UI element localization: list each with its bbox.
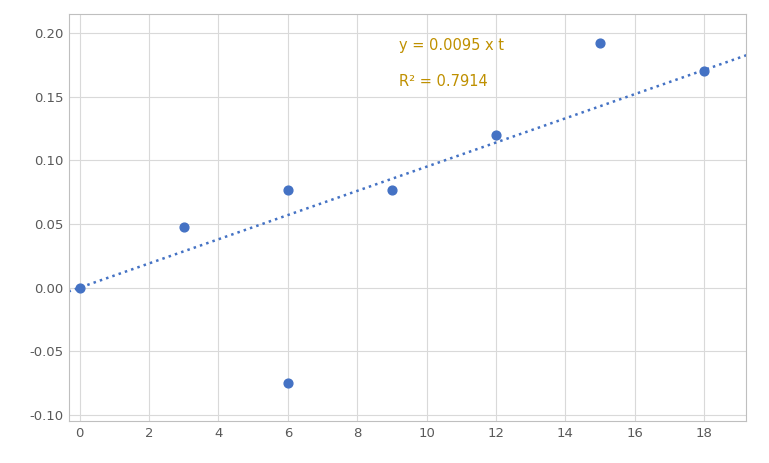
Point xyxy=(281,186,294,193)
Point xyxy=(594,39,606,47)
Point xyxy=(490,131,502,138)
Text: R² = 0.7914: R² = 0.7914 xyxy=(399,74,488,89)
Text: y = 0.0095 x t: y = 0.0095 x t xyxy=(399,38,504,53)
Point xyxy=(281,380,294,387)
Point xyxy=(74,284,86,291)
Point xyxy=(386,186,398,193)
Point xyxy=(698,68,711,75)
Point xyxy=(178,223,190,230)
